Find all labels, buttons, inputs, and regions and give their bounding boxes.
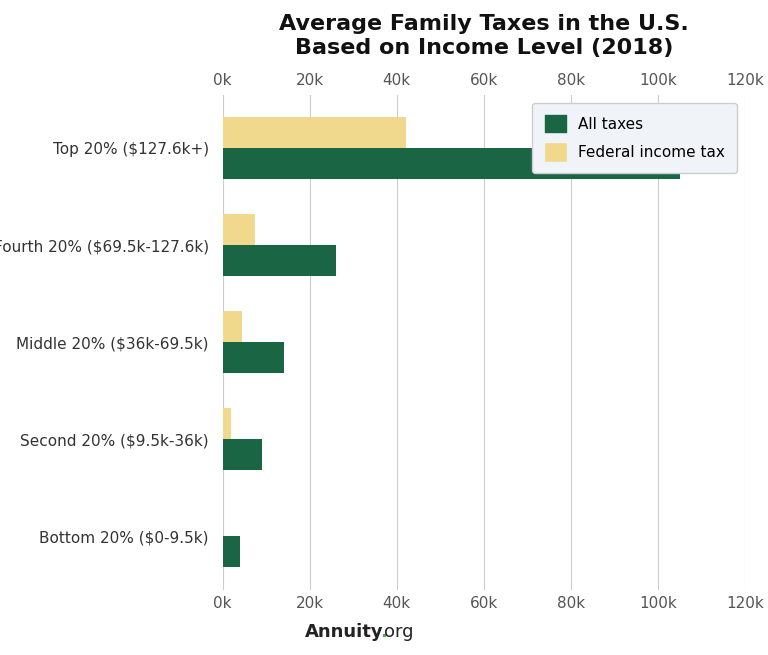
- Bar: [223, 214, 255, 246]
- Bar: [223, 311, 242, 342]
- Bar: [223, 439, 262, 470]
- Text: org: org: [384, 623, 413, 641]
- Bar: [223, 117, 406, 149]
- Bar: [223, 536, 240, 567]
- Title: Average Family Taxes in the U.S.
Based on Income Level (2018): Average Family Taxes in the U.S. Based o…: [279, 14, 689, 58]
- Text: Annuity: Annuity: [306, 623, 384, 641]
- Legend: All taxes, Federal income tax: All taxes, Federal income tax: [532, 103, 737, 173]
- Bar: [223, 246, 336, 276]
- Bar: [223, 149, 680, 179]
- Text: .: .: [381, 623, 387, 641]
- Bar: [223, 342, 283, 373]
- Bar: [223, 408, 231, 439]
